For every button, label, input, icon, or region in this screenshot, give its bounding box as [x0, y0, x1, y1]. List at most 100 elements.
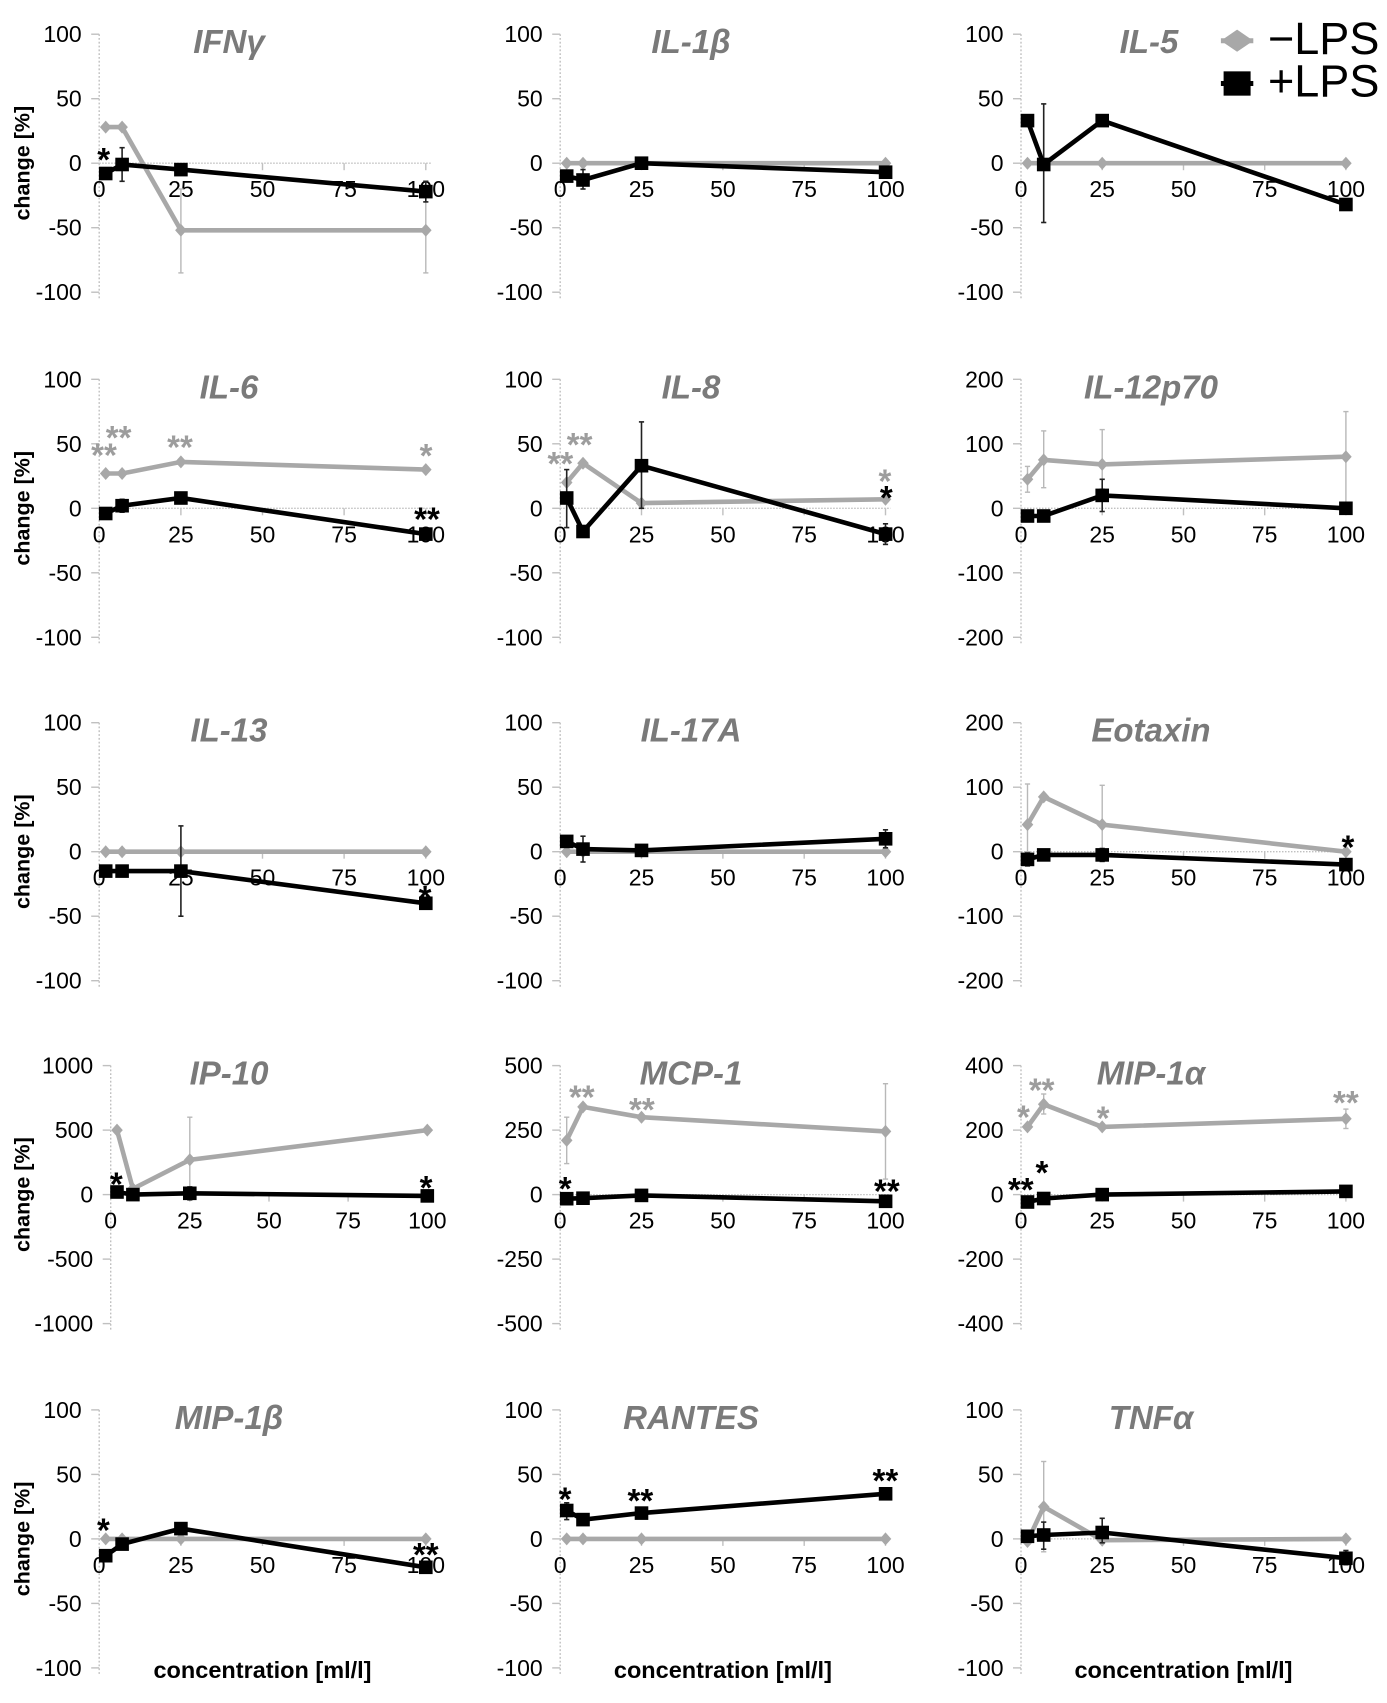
svg-text:75: 75 — [791, 521, 817, 547]
svg-text:100: 100 — [866, 1552, 904, 1578]
svg-text:50: 50 — [250, 521, 276, 547]
svg-text:25: 25 — [629, 1552, 655, 1578]
svg-text:25: 25 — [629, 865, 655, 891]
svg-text:-50: -50 — [48, 560, 81, 586]
svg-text:500: 500 — [55, 1117, 93, 1143]
svg-text:100: 100 — [866, 1208, 904, 1234]
svg-text:100: 100 — [965, 1397, 1003, 1423]
svg-text:0: 0 — [554, 865, 567, 891]
svg-text:*: * — [420, 437, 433, 474]
svg-text:IL-8: IL-8 — [662, 368, 721, 405]
svg-text:-100: -100 — [497, 279, 543, 305]
svg-text:-200: -200 — [957, 968, 1003, 994]
svg-text:0: 0 — [530, 1526, 543, 1552]
svg-text:*: * — [419, 879, 432, 916]
svg-text:-200: -200 — [957, 624, 1003, 650]
svg-text:100: 100 — [407, 865, 445, 891]
svg-text:**: ** — [1029, 1072, 1055, 1109]
svg-text:-100: -100 — [957, 560, 1003, 586]
svg-text:25: 25 — [1089, 865, 1115, 891]
svg-text:−LPS: −LPS — [1268, 13, 1379, 64]
svg-text:MCP-1: MCP-1 — [640, 1055, 743, 1092]
svg-text:change [%]: change [%] — [11, 451, 35, 566]
svg-text:MIP-1α: MIP-1α — [1097, 1055, 1207, 1092]
svg-text:100: 100 — [965, 774, 1003, 800]
svg-text:-50: -50 — [48, 1590, 81, 1616]
svg-text:100: 100 — [866, 865, 904, 891]
svg-text:*: * — [559, 1170, 572, 1207]
svg-text:50: 50 — [517, 86, 543, 112]
svg-text:**: ** — [567, 426, 593, 463]
svg-text:75: 75 — [1252, 521, 1278, 547]
svg-text:50: 50 — [250, 1552, 276, 1578]
svg-text:IL-13: IL-13 — [190, 712, 267, 749]
svg-text:75: 75 — [791, 176, 817, 202]
svg-text:25: 25 — [629, 1208, 655, 1234]
svg-text:0: 0 — [530, 839, 543, 865]
svg-text:-100: -100 — [957, 1655, 1003, 1681]
svg-text:50: 50 — [56, 431, 82, 457]
svg-text:50: 50 — [1171, 1552, 1197, 1578]
svg-text:50: 50 — [250, 176, 276, 202]
svg-text:0: 0 — [69, 839, 82, 865]
svg-text:-50: -50 — [509, 1590, 542, 1616]
svg-text:*: * — [1017, 1098, 1030, 1135]
svg-text:100: 100 — [504, 1397, 542, 1423]
svg-text:*: * — [559, 1481, 572, 1518]
svg-text:0: 0 — [991, 150, 1004, 176]
svg-text:-400: -400 — [957, 1311, 1003, 1337]
svg-text:-100: -100 — [36, 1655, 82, 1681]
svg-text:50: 50 — [1171, 521, 1197, 547]
svg-text:25: 25 — [168, 1552, 194, 1578]
svg-text:IP-10: IP-10 — [190, 1055, 270, 1092]
svg-text:-500: -500 — [47, 1246, 93, 1272]
svg-text:0: 0 — [69, 150, 82, 176]
svg-text:**: ** — [874, 1173, 900, 1210]
svg-text:-100: -100 — [36, 279, 82, 305]
svg-text:concentration [ml/l]: concentration [ml/l] — [614, 1657, 832, 1683]
svg-text:-100: -100 — [497, 624, 543, 650]
svg-text:**: ** — [548, 445, 574, 482]
svg-text:50: 50 — [250, 865, 276, 891]
svg-text:75: 75 — [1252, 865, 1278, 891]
svg-text:25: 25 — [629, 176, 655, 202]
svg-text:0: 0 — [991, 1526, 1004, 1552]
svg-text:*: * — [97, 1511, 110, 1548]
svg-text:-100: -100 — [36, 624, 82, 650]
svg-text:75: 75 — [791, 865, 817, 891]
svg-text:IL-17A: IL-17A — [641, 712, 742, 749]
svg-text:25: 25 — [1089, 521, 1115, 547]
svg-text:-250: -250 — [497, 1246, 543, 1272]
svg-text:50: 50 — [978, 86, 1004, 112]
svg-text:0: 0 — [991, 839, 1004, 865]
svg-text:-500: -500 — [497, 1311, 543, 1337]
svg-text:**: ** — [1008, 1171, 1034, 1208]
svg-text:IFNγ: IFNγ — [193, 23, 266, 60]
svg-text:**: ** — [414, 501, 440, 538]
svg-text:1000: 1000 — [42, 1053, 93, 1079]
svg-text:50: 50 — [710, 865, 736, 891]
svg-text:-50: -50 — [509, 560, 542, 586]
svg-text:50: 50 — [710, 176, 736, 202]
svg-text:-100: -100 — [497, 1655, 543, 1681]
svg-text:0: 0 — [69, 1526, 82, 1552]
svg-text:**: ** — [628, 1482, 654, 1519]
svg-text:0: 0 — [80, 1182, 93, 1208]
svg-text:-50: -50 — [509, 215, 542, 241]
svg-text:0: 0 — [991, 1182, 1004, 1208]
svg-text:0: 0 — [554, 521, 567, 547]
svg-text:200: 200 — [965, 710, 1003, 736]
svg-text:change [%]: change [%] — [11, 1482, 35, 1597]
svg-text:400: 400 — [965, 1053, 1003, 1079]
svg-text:**: ** — [167, 428, 193, 465]
svg-text:0: 0 — [530, 150, 543, 176]
svg-text:50: 50 — [256, 1208, 282, 1234]
svg-text:100: 100 — [43, 710, 81, 736]
svg-text:0: 0 — [104, 1208, 117, 1234]
svg-text:25: 25 — [168, 521, 194, 547]
svg-text:500: 500 — [504, 1053, 542, 1079]
svg-text:75: 75 — [791, 1552, 817, 1578]
svg-text:50: 50 — [1171, 1208, 1197, 1234]
svg-text:*: * — [420, 1169, 433, 1206]
svg-text:change [%]: change [%] — [11, 1137, 35, 1252]
